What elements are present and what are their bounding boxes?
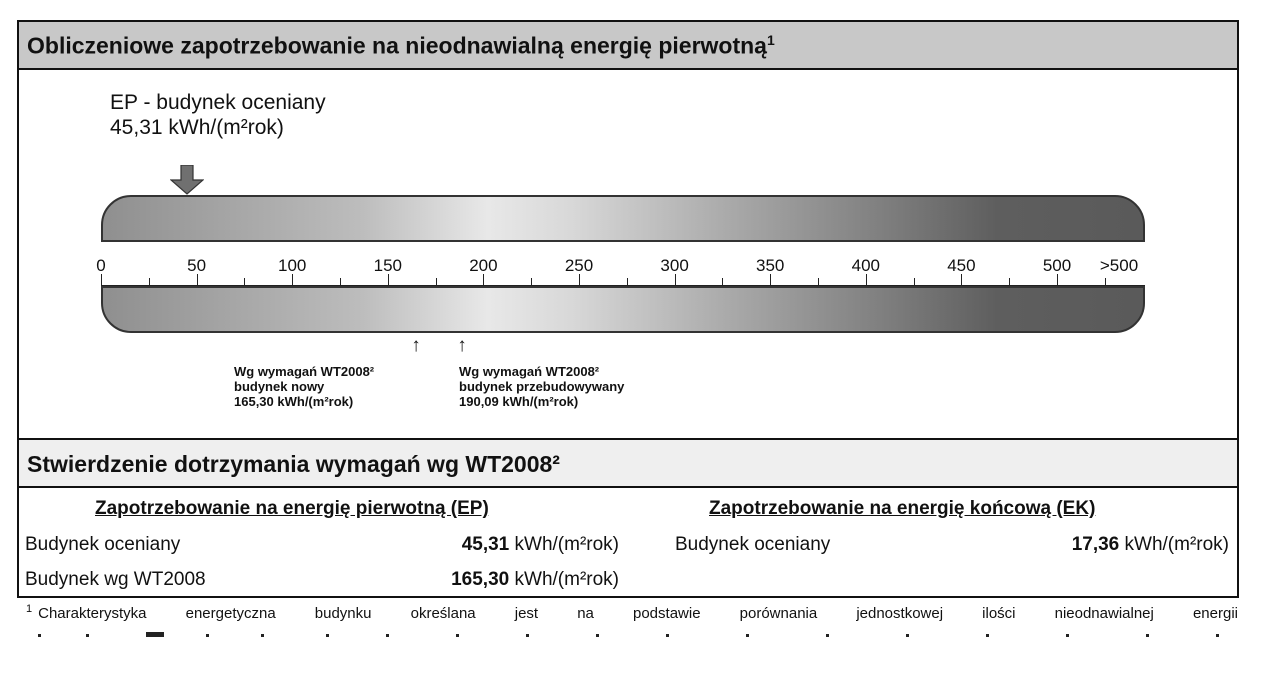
scale-tick (292, 274, 294, 286)
scale-tick (387, 274, 389, 286)
reference-new-building: Wg wymagań WT2008² budynek nowy 165,30 k… (234, 364, 374, 409)
scale-tick (1104, 278, 1106, 286)
ek-column-title: Zapotrzebowanie na energię końcową (EK) (709, 498, 1096, 519)
ep-row-value: 165,30 kWh/(m²rok) (451, 569, 619, 590)
ep-rated-building-label: EP - budynek oceniany 45,31 kWh/(m²rok) (110, 90, 326, 140)
scale-label: 400 (851, 256, 880, 275)
footnote-cut-line (38, 632, 1219, 637)
scale-label: 450 (947, 256, 976, 275)
ek-row-value: 17,36 kWh/(m²rok) (1071, 534, 1229, 555)
energy-scale-bar-bottom (101, 286, 1145, 333)
energy-certificate-panel: Obliczeniowe zapotrzebowanie na nieodnaw… (17, 20, 1239, 598)
ref-new-line2: budynek nowy (234, 379, 325, 394)
ep-row-value: 45,31 kWh/(m²rok) (461, 534, 619, 555)
scale-tick (722, 278, 724, 286)
up-arrow-icon: ↑ (411, 335, 421, 356)
scale-tick (435, 278, 437, 286)
section-header-primary-energy: Obliczeniowe zapotrzebowanie na nieodnaw… (19, 22, 1237, 70)
ref-new-line1: Wg wymagań WT2008² (234, 364, 375, 379)
ep-column-title: Zapotrzebowanie na energię pierwotną (EP… (95, 498, 489, 519)
scale-tick (1057, 274, 1058, 286)
scale-tick (340, 278, 341, 286)
footnote-text: Charakterystyka energetyczna budynku okr… (38, 605, 1238, 622)
up-arrow-icon: ↑ (457, 335, 467, 356)
energy-scale-axis: 0 50 100 150 200 250 300 350 400 450 500 >500 (19, 252, 1241, 288)
scale-tick (196, 274, 198, 286)
reference-rebuilt-building: Wg wymagań WT2008² budynek przebudowywan… (459, 364, 624, 409)
scale-tick (244, 278, 246, 286)
ep-row-label: Budynek oceniany (25, 534, 181, 555)
scale-label: 50 (187, 256, 207, 275)
scale-label: 300 (660, 256, 689, 275)
scale-label: 250 (564, 256, 594, 275)
ek-row-label: Budynek oceniany (675, 534, 831, 555)
scale-tick (1009, 278, 1011, 286)
scale-label: 200 (469, 256, 498, 275)
scale-tick (913, 278, 915, 286)
scale-label: 350 (756, 256, 785, 275)
ep-row-label: Budynek wg WT2008 (25, 569, 206, 590)
scale-label: 100 (278, 256, 307, 275)
energy-scale-bar-top (101, 195, 1145, 242)
ref-rebuilt-line1: Wg wymagań WT2008² (459, 364, 600, 379)
footnote: 1 Charakterystyka energetyczna budynku ok… (26, 603, 1238, 622)
scale-tick (865, 274, 867, 286)
scale-tick (101, 274, 102, 286)
section-header-compliance: Stwierdzenie dotrzymania wymagań wg WT20… (19, 438, 1237, 488)
ref-rebuilt-line2: budynek przebudowywany (459, 379, 625, 394)
down-arrow-icon (170, 165, 204, 195)
ref-new-value: 165,30 kWh/(m²rok) (234, 394, 354, 409)
scale-tick (961, 274, 963, 286)
ref-rebuilt-value: 190,09 kWh/(m²rok) (459, 394, 579, 409)
scale-label: 500 (1042, 256, 1072, 275)
section-title: Obliczeniowe zapotrzebowanie na nieodnaw… (27, 32, 775, 59)
scale-tick (626, 278, 628, 286)
scale-label: >500 (1099, 256, 1139, 275)
scale-tick (818, 278, 819, 286)
ep-label-title: EP - budynek oceniany (110, 91, 326, 114)
footnote-marker: 1 (26, 603, 33, 615)
scale-label: 150 (373, 256, 402, 275)
scale-tick (531, 278, 533, 286)
scale-tick (148, 278, 150, 286)
ep-label-value: 45,31 kWh/(m²rok) (110, 116, 284, 139)
scale-label: 0 (96, 256, 106, 275)
scale-tick (483, 274, 485, 286)
scale-tick (674, 274, 676, 286)
section-title: Stwierdzenie dotrzymania wymagań wg WT20… (27, 451, 560, 477)
scale-tick (579, 274, 580, 286)
scale-tick (770, 274, 772, 286)
